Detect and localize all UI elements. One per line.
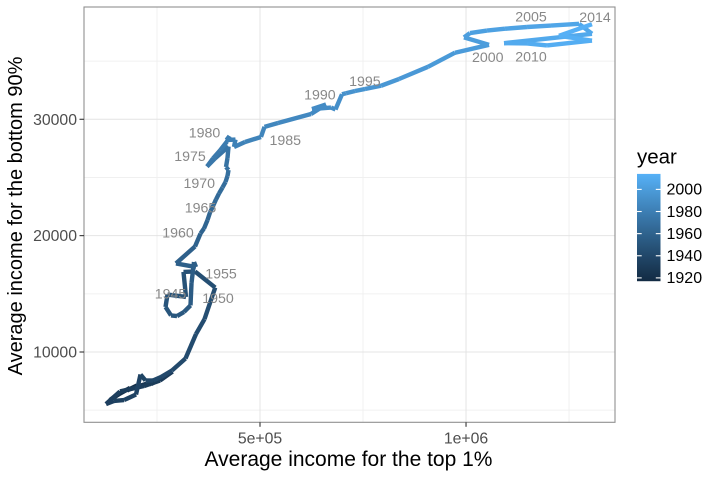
path-segment-2005: [527, 26, 551, 27]
path-segment-2003: [487, 29, 505, 31]
path-segment-2002: [470, 31, 487, 33]
year-annotation-2005: 2005: [515, 10, 547, 26]
year-annotation-1990: 1990: [304, 88, 336, 104]
path-segment-1960: [201, 229, 205, 234]
y-tick-label-20000: 20000: [33, 228, 77, 245]
path-segment-2006: [551, 24, 579, 26]
path-segment-1965: [216, 194, 219, 200]
path-segment-1933: [106, 401, 114, 404]
year-annotation-1945: 1945: [155, 286, 187, 302]
year-annotation-2010: 2010: [515, 50, 547, 66]
year-annotation-1950: 1950: [202, 291, 234, 307]
legend-tick-label-2000: 2000: [667, 182, 703, 199]
path-segment-1934: [114, 400, 124, 401]
year-annotation-1995: 1995: [349, 74, 381, 90]
y-axis-title: Average income for the bottom 90%: [5, 56, 27, 375]
legend-tick-label-1920: 1920: [667, 270, 703, 287]
x-axis-title: Average income for the top 1%: [205, 448, 493, 471]
panel-background: [84, 7, 615, 422]
x-tick-label-5e+05: 5e+05: [238, 430, 283, 447]
path-segment-1969: [227, 170, 228, 176]
x-tick-label-1e+06: 1e+06: [444, 430, 489, 447]
path-segment-1971: [226, 158, 227, 167]
path-segment-1989: [312, 108, 331, 110]
path-segment-1970: [226, 167, 229, 170]
year-annotation-1960: 1960: [162, 225, 194, 241]
path-segment-1954: [190, 283, 191, 305]
path-segment-2010: [527, 43, 547, 45]
year-annotation-2000: 2000: [472, 50, 504, 66]
y-tick-label-30000: 30000: [33, 112, 77, 129]
year-annotation-1970: 1970: [184, 176, 216, 192]
year-annotation-1965: 1965: [185, 200, 217, 216]
year-annotation-1975: 1975: [174, 149, 206, 165]
path-segment-1993: [346, 91, 355, 93]
legend-colorbar: [637, 174, 661, 281]
path-segment-2004: [505, 27, 527, 29]
legend-title: year: [637, 146, 677, 169]
year-annotation-1985: 1985: [270, 133, 302, 149]
legend-tick-label-1960: 1960: [667, 226, 703, 243]
path-segment-1968: [226, 176, 228, 182]
path-segment-1992: [342, 93, 346, 94]
y-tick-label-10000: 10000: [33, 345, 77, 362]
year-annotation-1955: 1955: [205, 266, 237, 282]
year-annotation-2014: 2014: [579, 10, 611, 26]
path-segment-1951: [171, 315, 177, 316]
year-annotation-1980: 1980: [189, 125, 221, 141]
legend-tick-label-1940: 1940: [667, 248, 703, 265]
legend-tick-label-1980: 1980: [667, 204, 703, 221]
path-segment-1966: [219, 187, 223, 193]
path-segment-1967: [223, 182, 226, 187]
